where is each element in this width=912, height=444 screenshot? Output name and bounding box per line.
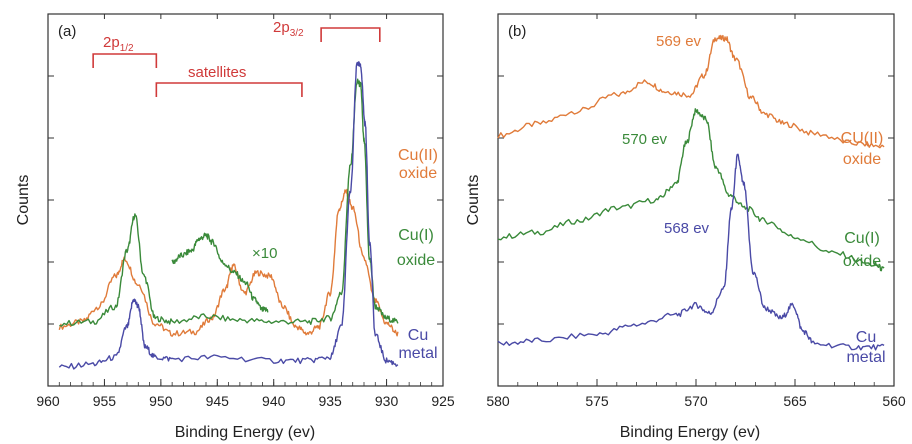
panel-b-series-line-cu-metal (497, 153, 885, 351)
panel-a-x-tick-label: 945 (206, 393, 230, 409)
panel-b-series-label: Cu (856, 329, 876, 346)
label-2p12: 2p1/2 (103, 34, 134, 54)
panel-a-x-tick-label: 950 (149, 393, 173, 409)
panel-b-series-line-cu-ii-oxide (497, 34, 885, 149)
panel-a-series-label-line2: oxide (399, 165, 437, 182)
panel-b-series-label-line2: oxide (843, 151, 881, 168)
panel-a-bracket-peak (320, 27, 381, 42)
panel-b-x-tick-label: 580 (486, 393, 510, 409)
label-2p32: 2p3/2 (273, 19, 304, 39)
panel-b-x-tick-label: 570 (684, 393, 708, 409)
panel-b-series-label-line2: oxide (843, 253, 881, 270)
panel-a-x-tick-label: 935 (318, 393, 342, 409)
panel-b-frame (497, 13, 895, 387)
panel-b-peak-label: 570 ev (622, 131, 668, 148)
panel-a-bracket-satellites (155, 82, 303, 97)
panel-b-tag: (b) (508, 23, 526, 40)
panel-a-series-label-line2: oxide (397, 252, 435, 269)
panel-b-peak-label: 568 ev (664, 220, 710, 237)
panel-b-series-label: Cu(I) (844, 230, 880, 247)
panel-b-series-line-cu-i-oxide (497, 108, 885, 272)
panel-b-series-label: CU(II) (841, 130, 884, 147)
panel-a-series-label-line2: metal (398, 345, 437, 362)
panel-a-y-axis-title: Counts (15, 175, 32, 226)
panel-a-x-tick-label: 955 (93, 393, 117, 409)
panel-a-series-label: Cu (408, 327, 428, 344)
panel-b-x-tick-label: 575 (585, 393, 609, 409)
panel-b-x-tick-label: 560 (882, 393, 906, 409)
panel-a-x-tick-label: 960 (36, 393, 60, 409)
label-x10: ×10 (252, 245, 277, 262)
panel-a-series-line-cu-ii-oxide (58, 188, 399, 337)
panel-a-chart: (a) 960 955 950 945 940 935 930 925 2p1/2 satell… (15, 13, 455, 441)
panel-b-x-tick-label: 565 (783, 393, 807, 409)
panel-a-x-tick-label: 925 (431, 393, 455, 409)
panel-a-x-tick-label: 930 (375, 393, 399, 409)
label-satellites: satellites (188, 64, 246, 81)
panel-a-series-line-cu-i-oxide-x10-satellite-region (171, 232, 269, 313)
panel-a-x-axis-title: Binding Energy (ev) (175, 424, 316, 441)
panel-a-tag: (a) (58, 23, 76, 40)
panel-b-chart: (b) 580 575 570 565 560 569 ev 570 ev 568 ev CU… (465, 13, 906, 441)
panel-a-series-label: Cu(I) (398, 227, 434, 244)
panel-b-x-axis-title: Binding Energy (ev) (620, 424, 761, 441)
panel-a-series-line-cu-metal (58, 61, 399, 370)
panel-a-x-tick-label: 940 (262, 393, 286, 409)
panel-b-y-axis-title: Counts (465, 175, 482, 226)
panel-a-series-line-cu-i-oxide (59, 78, 399, 327)
panel-a-series-label: Cu(II) (398, 147, 438, 164)
panel-b-series-label-line2: metal (846, 349, 885, 366)
panel-b-peak-label: 569 ev (656, 33, 702, 50)
panel-a-bracket-peak (92, 53, 158, 68)
